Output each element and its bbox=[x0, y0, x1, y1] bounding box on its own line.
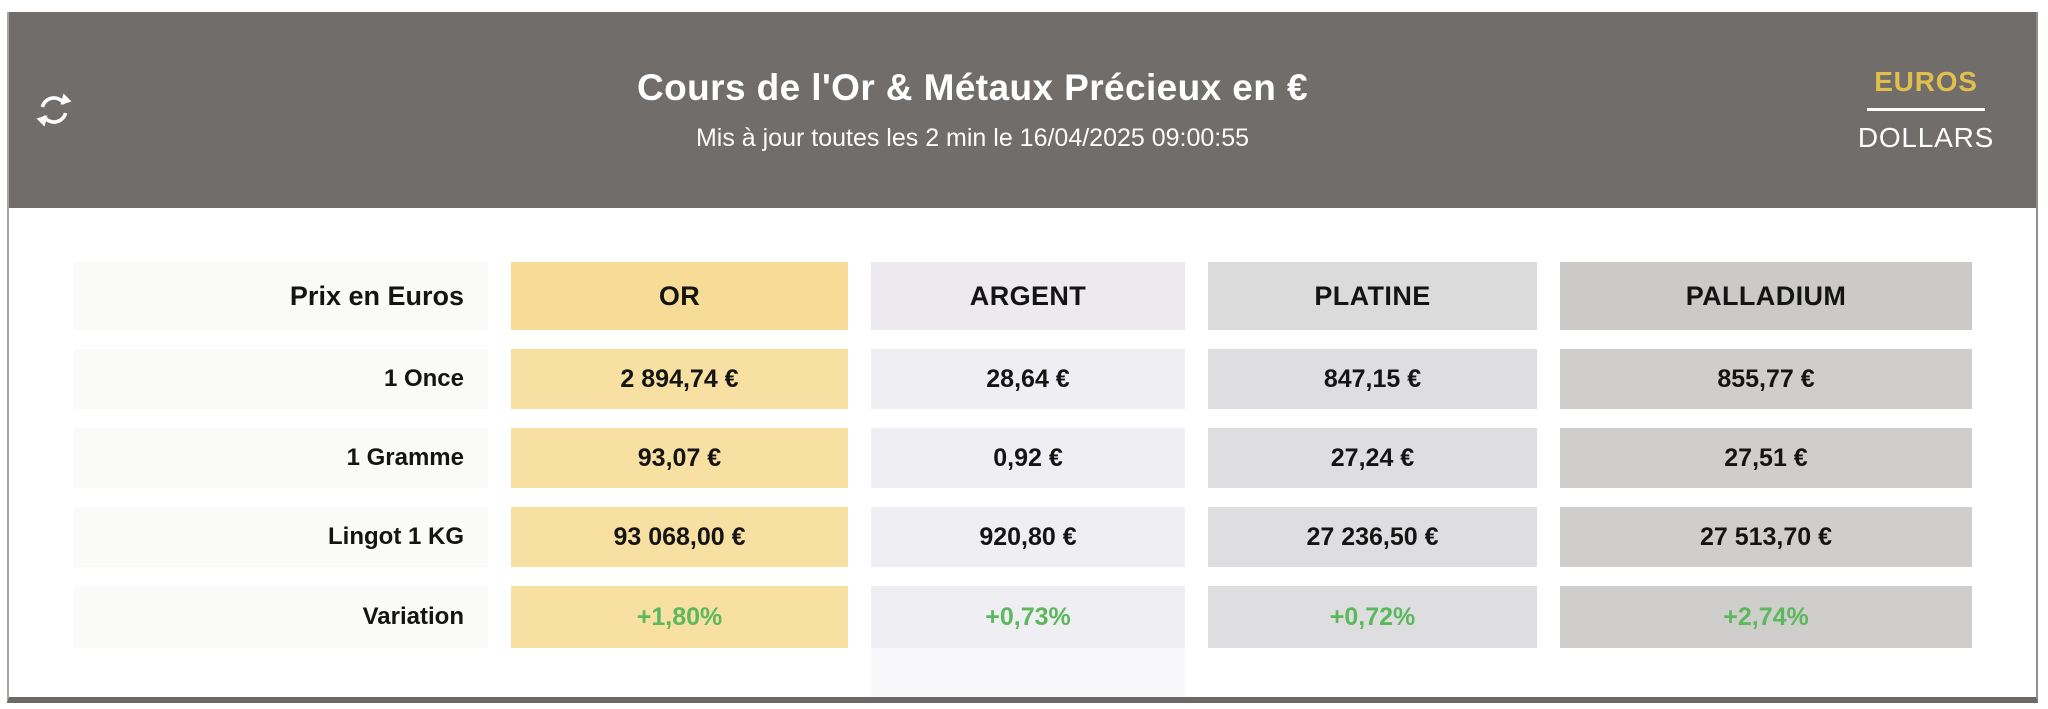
currency-toggle-divider bbox=[1867, 108, 1985, 111]
refresh-button[interactable] bbox=[33, 89, 75, 131]
refresh-icon bbox=[36, 93, 72, 127]
price-platine-gramme: 27,24 € bbox=[1208, 428, 1537, 488]
price-palladium-gramme: 27,51 € bbox=[1560, 428, 1972, 488]
row-label-variation: Variation bbox=[74, 586, 488, 648]
currency-toggle: EUROS DOLLARS bbox=[1846, 65, 2006, 155]
page-title: Cours de l'Or & Métaux Précieux en € bbox=[637, 67, 1308, 108]
price-platine-once: 847,15 € bbox=[1208, 349, 1537, 409]
price-or-once: 2 894,74 € bbox=[511, 349, 848, 409]
price-argent-gramme: 0,92 € bbox=[871, 428, 1185, 488]
column-header-argent: ARGENT bbox=[871, 262, 1185, 330]
variation-palladium: +2,74% bbox=[1560, 586, 1972, 648]
refresh-area bbox=[9, 89, 99, 131]
price-platine-lingot: 27 236,50 € bbox=[1208, 507, 1537, 567]
row-label-lingot: Lingot 1 KG bbox=[74, 507, 488, 567]
price-argent-lingot: 920,80 € bbox=[871, 507, 1185, 567]
price-or-lingot: 93 068,00 € bbox=[511, 507, 848, 567]
gold-prices-widget: Cours de l'Or & Métaux Précieux en € Mis… bbox=[7, 12, 2038, 703]
variation-platine: +0,72% bbox=[1208, 586, 1537, 648]
price-palladium-lingot: 27 513,70 € bbox=[1560, 507, 1972, 567]
currency-option-dollars[interactable]: DOLLARS bbox=[1852, 121, 2000, 155]
price-argent-once: 28,64 € bbox=[871, 349, 1185, 409]
prices-table: Prix en Euros OR ARGENT PLATINE PALLADIU… bbox=[74, 262, 1972, 648]
currency-option-euros[interactable]: EUROS bbox=[1868, 65, 1984, 99]
column-header-palladium: PALLADIUM bbox=[1560, 262, 1972, 330]
column-header-or: OR bbox=[511, 262, 848, 330]
variation-argent: +0,73% bbox=[871, 586, 1185, 648]
argent-column-extension bbox=[871, 648, 1185, 697]
column-header-platine: PLATINE bbox=[1208, 262, 1537, 330]
row-label-once: 1 Once bbox=[74, 349, 488, 409]
variation-or: +1,80% bbox=[511, 586, 848, 648]
table-corner-label: Prix en Euros bbox=[74, 262, 488, 330]
price-palladium-once: 855,77 € bbox=[1560, 349, 1972, 409]
update-status: Mis à jour toutes les 2 min le 16/04/202… bbox=[695, 124, 1250, 152]
header-titles: Cours de l'Or & Métaux Précieux en € Mis… bbox=[99, 67, 1846, 153]
widget-header: Cours de l'Or & Métaux Précieux en € Mis… bbox=[9, 12, 2036, 208]
price-or-gramme: 93,07 € bbox=[511, 428, 848, 488]
row-label-gramme: 1 Gramme bbox=[74, 428, 488, 488]
